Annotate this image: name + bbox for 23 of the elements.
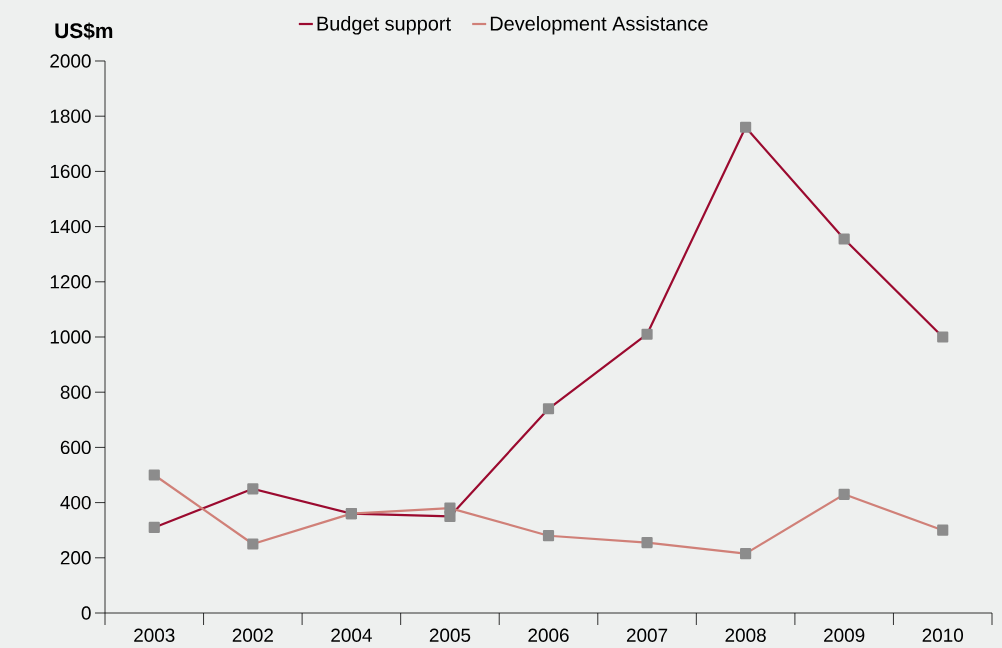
x-tick-label: 2009	[824, 628, 865, 642]
y-tick-label: 0	[81, 606, 91, 620]
x-tick-label: 2004	[331, 628, 372, 642]
x-tick-label: 2005	[429, 628, 471, 642]
y-tick-label: 1600	[50, 164, 91, 179]
x-tick-label: 2008	[725, 628, 766, 642]
y-tick-label: 1000	[50, 330, 91, 344]
y-axis-title: US$m	[55, 22, 113, 40]
y-tick-label: 2000	[50, 54, 91, 68]
x-tick-label: 2007	[626, 628, 668, 642]
y-tick-label: 600	[60, 440, 91, 455]
y-tick-label: 200	[60, 551, 91, 565]
x-tick-label: 2006	[528, 628, 569, 642]
x-tick-label: 2010	[922, 628, 964, 642]
y-tick-label: 1200	[50, 275, 91, 289]
legend-label: Development Assistance	[490, 16, 708, 35]
y-tick-label: 800	[60, 385, 91, 399]
x-tick-label: 2003	[134, 628, 175, 642]
legend-label: Budget support	[317, 16, 451, 35]
y-tick-label: 400	[60, 495, 91, 510]
x-tick-label: 2002	[232, 628, 273, 642]
y-tick-label: 1800	[50, 109, 91, 123]
y-tick-label: 1400	[50, 219, 91, 234]
